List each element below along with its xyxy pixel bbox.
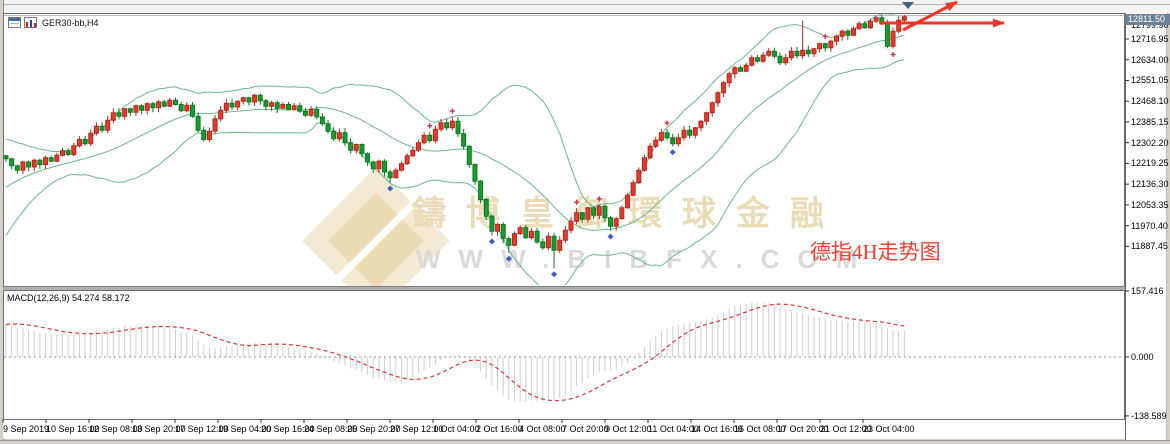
trend-annotation-text: 德指4H走势图 xyxy=(810,240,941,264)
chart-icon xyxy=(24,17,37,28)
price-tick-label: 12634.00 xyxy=(1131,54,1169,65)
time-tick-label: 20 Sep 16:00 xyxy=(261,424,315,434)
price-tick-label: 12219.25 xyxy=(1131,158,1169,169)
price-tick-label: 11970.40 xyxy=(1131,220,1168,231)
time-tick-label: 17 Sep 12:00 xyxy=(175,424,229,434)
price-tick-label: 11887.45 xyxy=(1131,241,1168,252)
time-tick-label: 14 Oct 16:00 xyxy=(691,424,743,434)
price-tick-label: 12468.10 xyxy=(1131,96,1169,107)
time-scale-axis[interactable]: 9 Sep 2019 10 Sep 16:00 12 Sep 08:00 13 Sep… xyxy=(3,420,1166,439)
macd-indicator-label: MACD(12,26,9) 54.274 58.172 xyxy=(7,293,130,303)
time-tick-label: 24 Sep 08:00 xyxy=(304,424,358,434)
price-tick-label: 12053.35 xyxy=(1131,199,1169,210)
time-tick-label: 2 Oct 16:00 xyxy=(476,424,523,434)
time-tick-label: 7 Oct 20:00 xyxy=(562,424,609,434)
time-tick-label: 1 Oct 04:00 xyxy=(433,424,480,434)
time-tick-label: 9 Oct 12:00 xyxy=(605,424,652,434)
time-tick-label: 17 Oct 20:00 xyxy=(777,424,829,434)
time-tick-label: 21 Oct 12:00 xyxy=(820,424,872,434)
price-tick-label: 12136.30 xyxy=(1131,179,1169,190)
time-tick-label: 27 Sep 12:00 xyxy=(390,424,444,434)
time-tick-labels: 9 Sep 2019 10 Sep 16:00 12 Sep 08:00 13 Sep… xyxy=(3,420,1166,439)
macd-indicator-panel[interactable]: MACD(12,26,9) 54.274 58.172 xyxy=(3,290,1125,420)
window-icon xyxy=(8,17,21,28)
current-price-box: 12811.50 xyxy=(1125,14,1170,25)
time-tick-label: 13 Sep 20:00 xyxy=(132,424,186,434)
time-tick-label: 23 Oct 04:00 xyxy=(863,424,915,434)
macd-tick-label: -138.589 xyxy=(1131,410,1167,421)
window-top-strip xyxy=(0,0,1170,13)
macd-tick-label: 0.000 xyxy=(1131,352,1154,362)
time-tick-label: 11 Oct 04:00 xyxy=(648,424,699,434)
panel-splitter[interactable] xyxy=(3,286,1125,291)
price-chart-panel[interactable]: 鑄博皇御環球金融 WWW.BIBFX.COM GER30-bb,H4 xyxy=(3,13,1125,287)
window-right-edge xyxy=(1166,13,1170,444)
time-tick-label: 19 Sep 04:00 xyxy=(218,424,272,434)
price-tick-label: 12551.05 xyxy=(1131,75,1169,86)
time-tick-label: 25 Sep 20:00 xyxy=(347,424,401,434)
time-tick-label: 12 Sep 08:00 xyxy=(89,424,143,434)
price-tick-label: 12385.15 xyxy=(1131,116,1169,127)
top-groove-line xyxy=(0,4,1170,5)
symbol-timeframe-label: GER30-bb,H4 xyxy=(42,18,99,28)
price-tick-label: 12302.20 xyxy=(1131,137,1169,148)
price-tick-labels: 12716.95 12634.00 12551.05 12468.10 12385.15… xyxy=(1125,13,1169,440)
time-tick-label: 16 Oct 08:00 xyxy=(734,424,786,434)
macd-tick-label: 157.416 xyxy=(1131,286,1164,296)
covered-tick-label: 12799.90 xyxy=(1131,20,1169,30)
price-scale-axis[interactable]: 12811.50 12799.90 12716.95 12634.00 12551.… xyxy=(1125,13,1170,440)
time-tick-label: 10 Sep 16:00 xyxy=(46,424,100,434)
watermark-url-text: WWW.BIBFX.COM xyxy=(416,244,876,274)
time-tick-label: 9 Sep 2019 xyxy=(3,424,50,434)
window-bottom-edge xyxy=(0,440,1170,444)
time-tick-label: 4 Oct 08:00 xyxy=(519,424,566,434)
watermark-brand-text: 鑄博皇御環球金融 xyxy=(412,195,844,233)
price-tick-label: 12716.95 xyxy=(1131,34,1169,44)
